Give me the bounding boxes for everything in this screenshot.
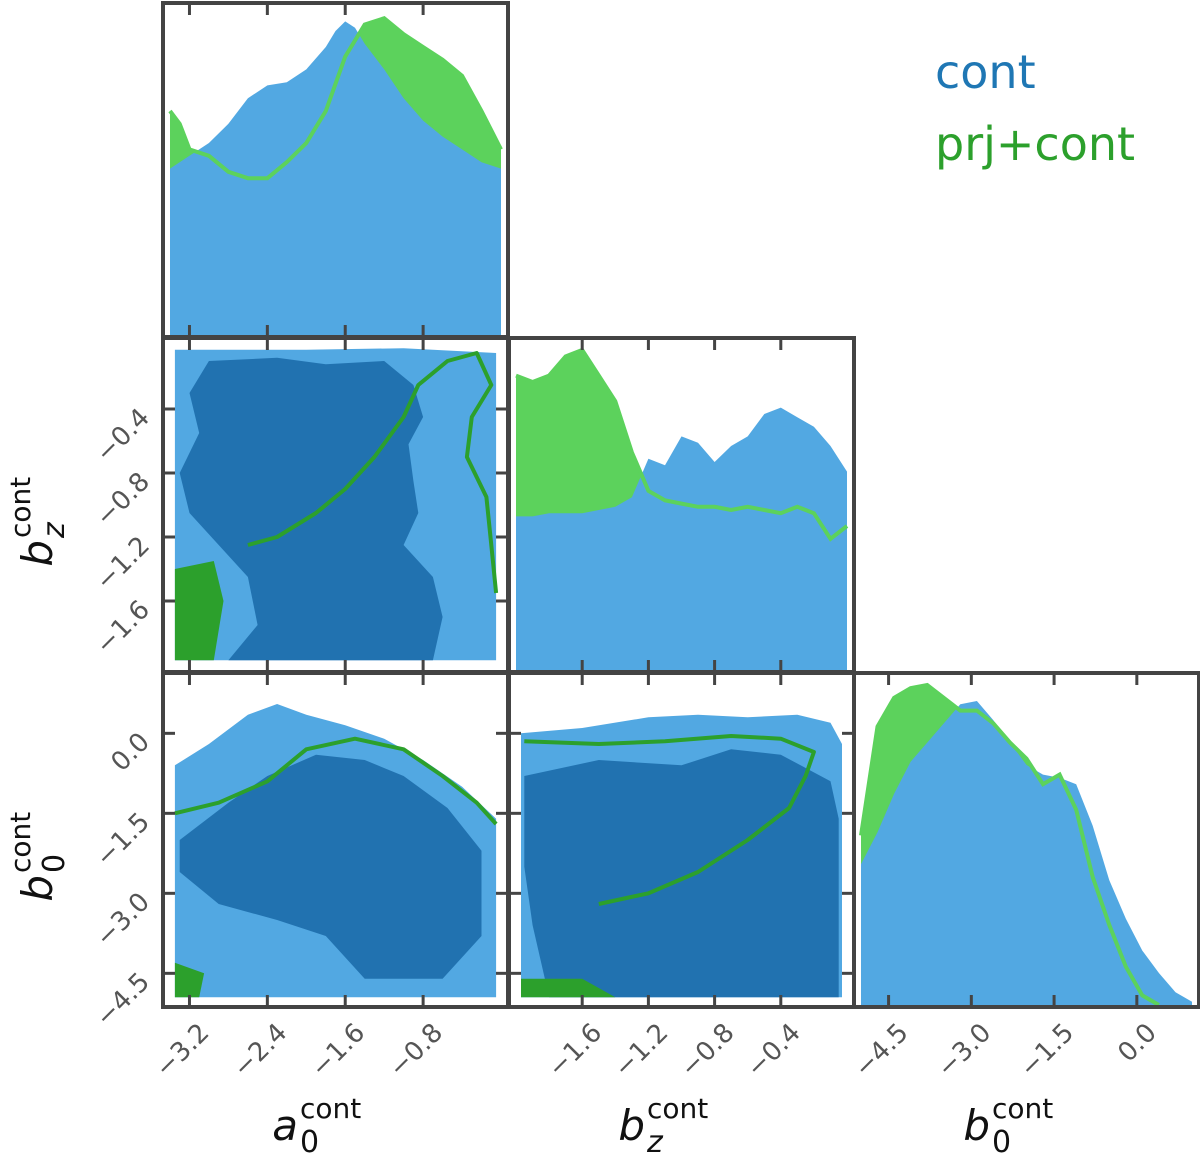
xtick-label-a0-0: −3.2 <box>150 1018 216 1084</box>
xtick-label-b0-3: 0.0 <box>1112 1018 1162 1068</box>
ytick-label-bz-3: −0.4 <box>90 403 156 469</box>
xtick-label-bz-0: −1.6 <box>542 1018 608 1084</box>
joint-bz-b0-prj-cont-contour <box>524 734 816 906</box>
xlabel-b0-symbol: b <box>963 1101 990 1150</box>
ylabel-b0-subscript: 0 <box>37 854 72 873</box>
joint-a0-b0-prj-cont-contour <box>174 736 498 826</box>
legend-entry-cont: cont <box>935 45 1036 99</box>
frames-layer <box>161 1 1200 1009</box>
ylabel-b0-superscript: cont <box>4 812 37 873</box>
marginal-a0-cont-fill <box>170 21 501 336</box>
xlabel-bz-subscript: z <box>646 1125 664 1160</box>
ylabel-bz-superscript: cont <box>4 477 37 538</box>
ytick-label-b0-2: −1.5 <box>90 807 156 873</box>
joint-bz-b0-prj-cont-inner <box>521 978 616 998</box>
ytick-label-b0-0: −4.5 <box>90 967 156 1033</box>
xtick-label-b0-0: −4.5 <box>849 1018 915 1084</box>
ytick-label-bz-2: −0.8 <box>90 467 156 533</box>
xtick-label-b0-1: −3.0 <box>931 1018 997 1084</box>
xlabel-b0-superscript: cont <box>992 1092 1053 1125</box>
xlabel-b0-subscript: 0 <box>992 1125 1011 1160</box>
marginal-bz-prj-cont-line <box>515 347 849 542</box>
legend-entry-prj-cont: prj+cont <box>935 117 1135 171</box>
xlabel-a0-superscript: cont <box>300 1092 361 1125</box>
marginal-bz-cont-fill <box>516 407 847 670</box>
marginal-b0-prj-cont-line <box>859 682 1160 1007</box>
xlabel-a0-subscript: 0 <box>300 1125 319 1160</box>
xtick-label-a0-3: −0.8 <box>383 1018 449 1084</box>
xtick-label-b0-2: −1.5 <box>1014 1018 1080 1084</box>
joint-a0-bz-prj-cont-inner <box>174 561 224 661</box>
ylabel-bz-subscript: z <box>37 521 72 539</box>
xtick-label-a0-2: −1.6 <box>305 1018 371 1084</box>
xtick-label-bz-2: −0.8 <box>675 1018 741 1084</box>
ylabel-bz-symbol: b <box>13 540 62 567</box>
xlabel-a0-symbol: a <box>272 1101 298 1150</box>
xtick-label-bz-3: −0.4 <box>741 1018 807 1084</box>
xtick-label-bz-1: −1.2 <box>609 1018 675 1084</box>
ytick-label-b0-1: −3.0 <box>90 887 156 953</box>
legend: cont prj+cont <box>935 45 1135 171</box>
joint-bz-b0-cont-inner <box>524 749 839 998</box>
joint-a0-b0-cont-inner <box>179 754 482 979</box>
ytick-label-bz-1: −1.2 <box>90 531 156 597</box>
xlabel-bz-symbol: b <box>618 1101 645 1150</box>
xtick-label-a0-1: −2.4 <box>227 1018 293 1084</box>
fills-layer <box>168 15 1192 1007</box>
ylabel-b0-symbol: b <box>13 875 62 902</box>
joint-a0-bz-prj-cont-contour <box>247 351 499 594</box>
ytick-label-bz-0: −1.6 <box>90 595 156 661</box>
joint-a0-b0-prj-cont-inner <box>174 962 205 998</box>
panel-frame-2-2 <box>852 671 1200 1009</box>
marginal-a0-prj-cont-line <box>168 15 503 181</box>
ytick-label-b0-3: 0.0 <box>105 727 155 777</box>
xlabel-bz-superscript: cont <box>647 1092 708 1125</box>
joint-a0-bz-cont-inner <box>179 357 443 661</box>
